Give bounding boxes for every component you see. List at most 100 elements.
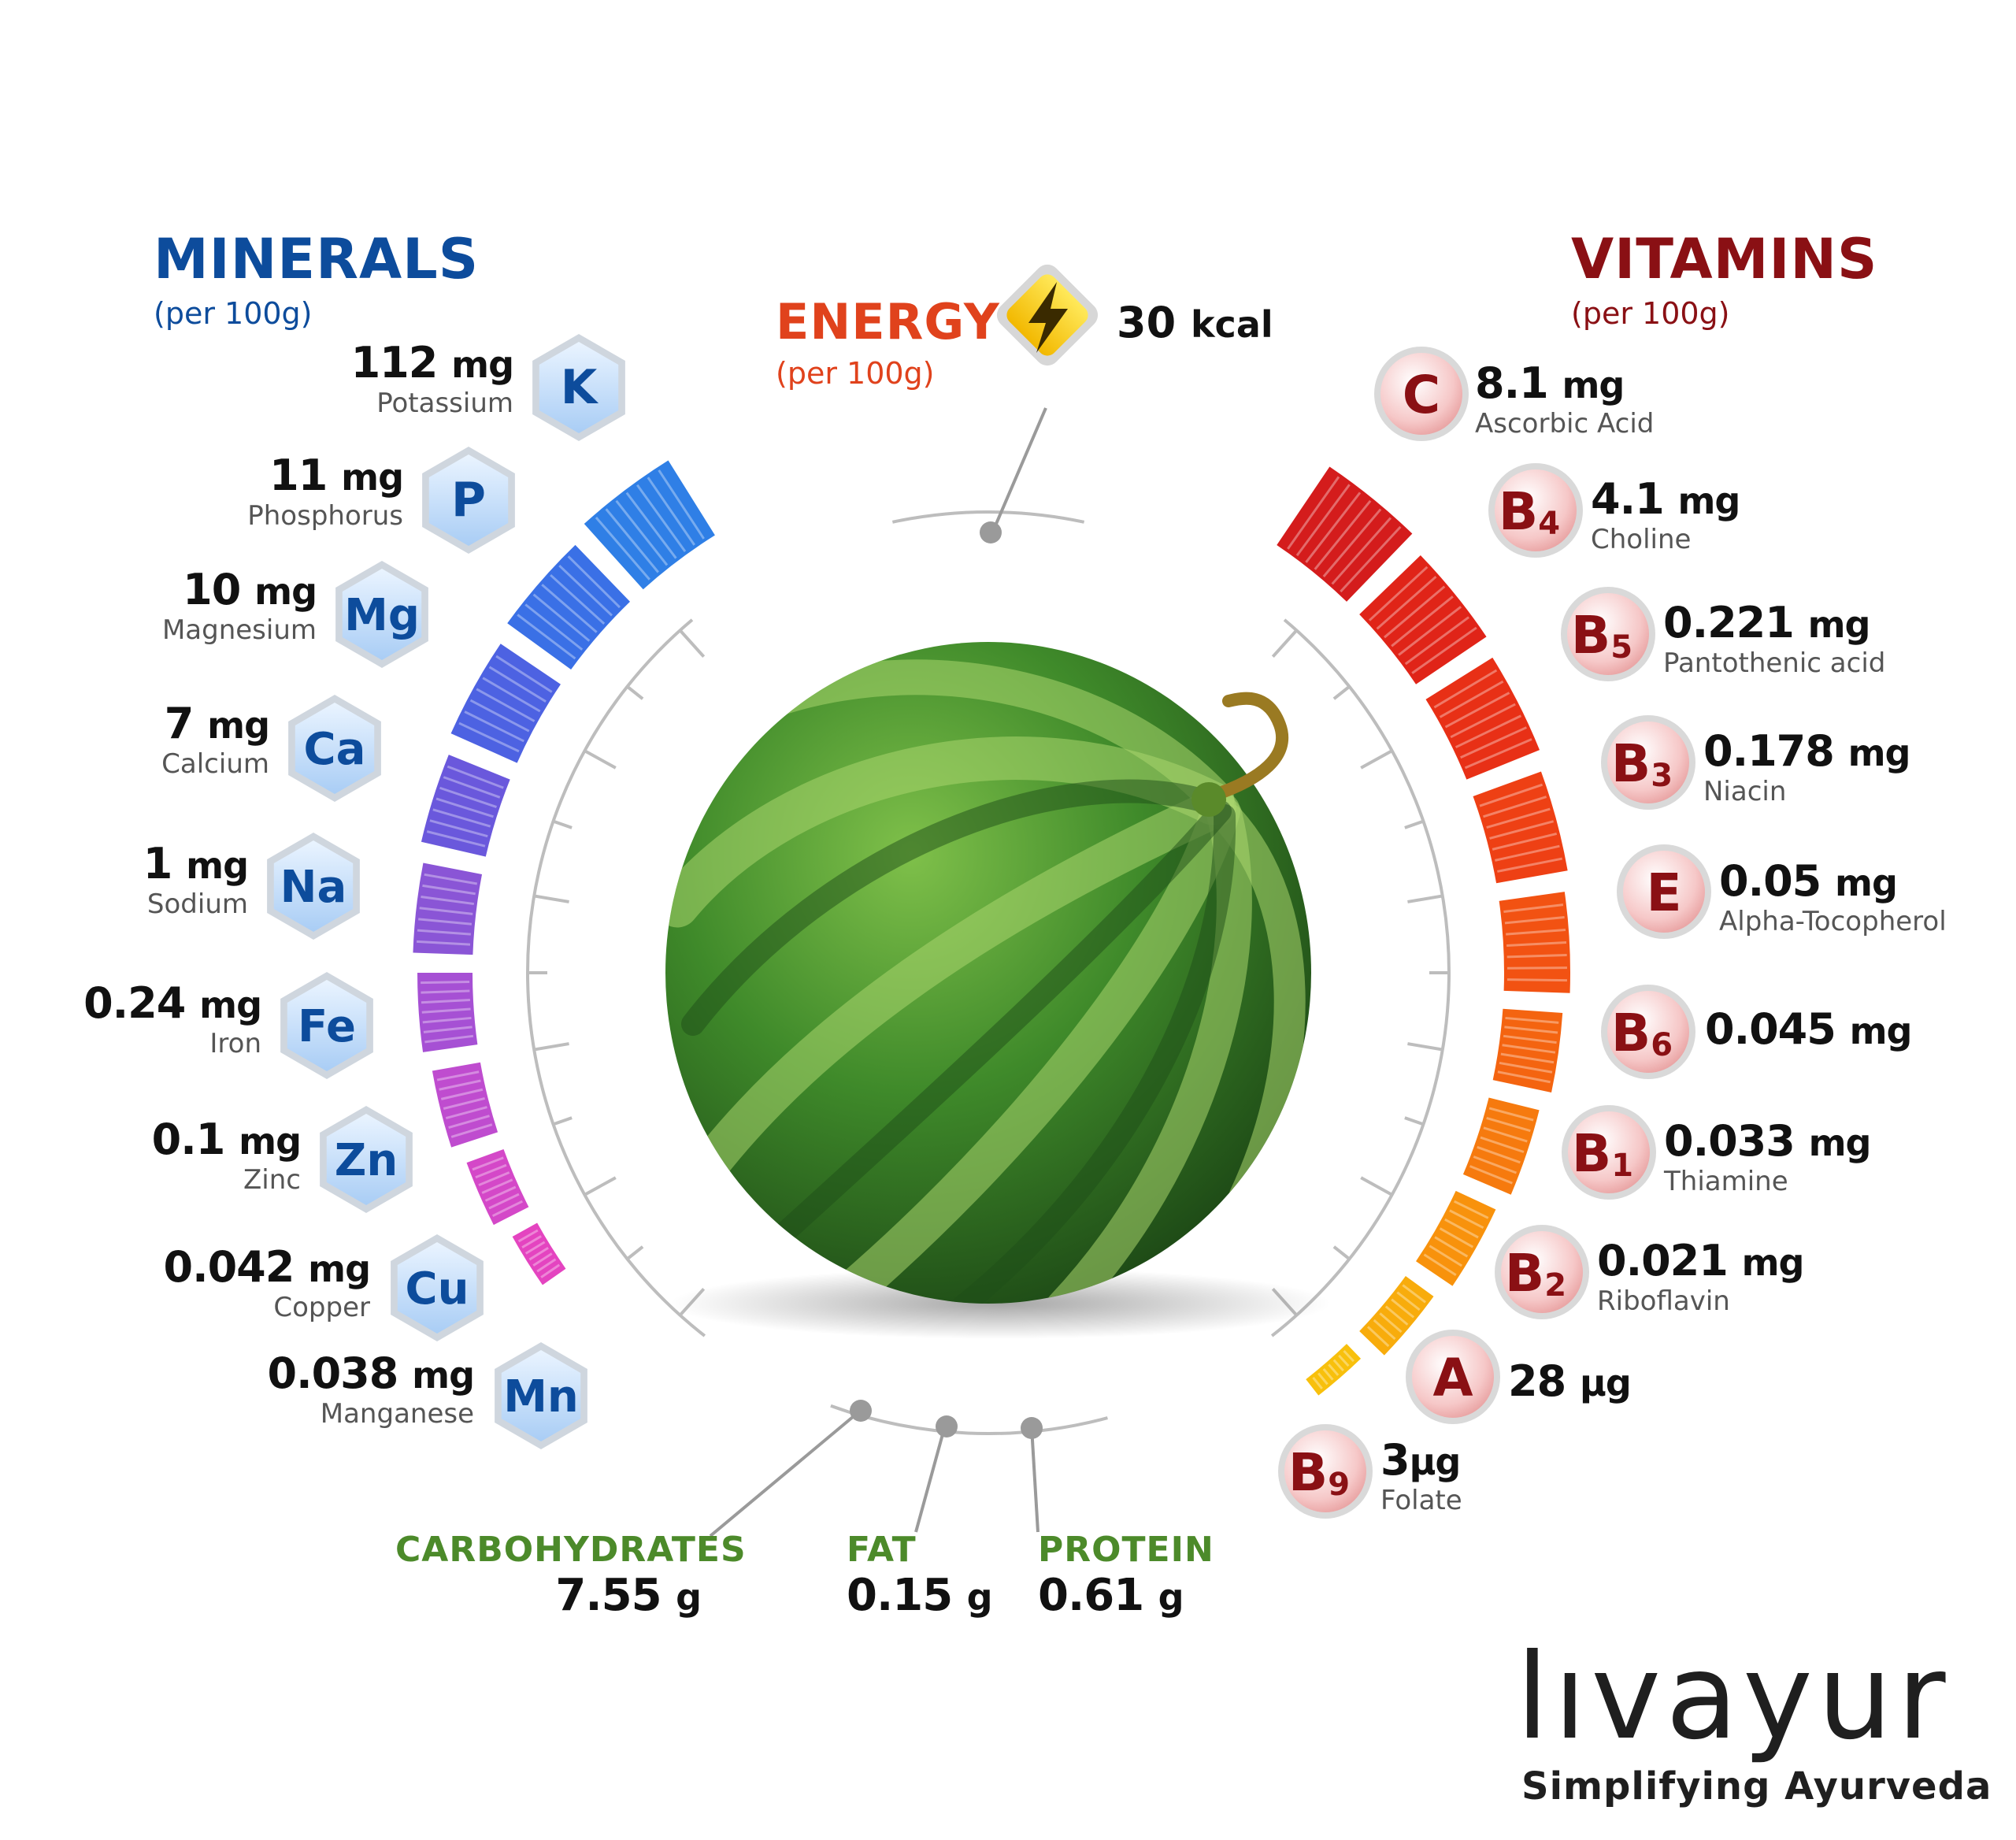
bar-stripe bbox=[1480, 1136, 1525, 1153]
bar-stripe bbox=[1340, 525, 1402, 593]
mineral-bar-segment bbox=[584, 460, 715, 590]
mineral-unit: mg bbox=[341, 456, 404, 499]
mineral-name: Zinc bbox=[243, 1164, 301, 1196]
vitamin-name: Alpha-Tocopherol bbox=[1719, 906, 1947, 937]
mineral-bar-segment bbox=[417, 973, 478, 1052]
bar-stripe bbox=[1460, 726, 1528, 759]
mineral-amount: 11 bbox=[269, 451, 328, 500]
macro-unit: g bbox=[676, 1576, 702, 1619]
gauge-tick bbox=[533, 1042, 569, 1052]
minerals-subtitle: (per 100g) bbox=[154, 296, 313, 331]
macro-name: CARBOHYDRATES bbox=[395, 1530, 747, 1570]
mineral-bar-segment bbox=[432, 1062, 498, 1148]
mineral-amount: 10 bbox=[183, 565, 241, 614]
bar-stripe bbox=[439, 786, 497, 808]
mineral-amount: 0.042 bbox=[163, 1242, 295, 1292]
vitamin-bar-segment bbox=[1277, 466, 1413, 602]
vitamin-label-b4: 4.1 mg Choline bbox=[1591, 474, 1740, 556]
bar-stripe bbox=[1439, 680, 1504, 718]
vitamin-name: Folate bbox=[1380, 1485, 1462, 1516]
macro-protein: PROTEIN 0.61 g bbox=[1038, 1530, 1214, 1621]
energy-connector bbox=[980, 407, 1047, 543]
bar-stripe bbox=[567, 555, 621, 609]
mineral-bar-segment bbox=[466, 1149, 529, 1226]
vitamin-label-b3: 0.178 mg Niacin bbox=[1703, 726, 1911, 808]
mineral-name: Manganese bbox=[320, 1398, 474, 1430]
bar-stripe bbox=[436, 1070, 480, 1081]
mineral-label-copper: 0.042 mg Copper bbox=[163, 1242, 371, 1324]
bar-stripe bbox=[1497, 857, 1563, 873]
bar-stripe bbox=[1423, 1253, 1457, 1277]
bar-stripe bbox=[478, 1171, 510, 1187]
macro-unit: g bbox=[966, 1576, 993, 1619]
vitamin-label-b1: 0.033 mg Thiamine bbox=[1664, 1118, 1871, 1198]
circle-badge-icon: B1 bbox=[1562, 1105, 1656, 1200]
vitamin-subscript: 3 bbox=[1651, 758, 1673, 794]
gauge-tick bbox=[1404, 819, 1425, 829]
bar-stripe bbox=[472, 1156, 504, 1171]
bar-stripe bbox=[440, 1088, 484, 1100]
bar-stripe bbox=[658, 469, 705, 540]
bar-stripe bbox=[1322, 508, 1382, 577]
energy-subtitle: (per 100g) bbox=[776, 356, 935, 391]
mineral-unit: mg bbox=[186, 844, 249, 887]
macro-value: 7.55 bbox=[555, 1570, 662, 1621]
bar-stripe bbox=[524, 1241, 546, 1255]
bar-stripe bbox=[1500, 1052, 1555, 1064]
bar-stripe bbox=[595, 516, 650, 581]
bar-stripe bbox=[1444, 692, 1510, 729]
bar-stripe bbox=[1287, 476, 1340, 550]
gauge-tick bbox=[1407, 894, 1443, 903]
vitamin-amount: 28 bbox=[1508, 1356, 1566, 1406]
mineral-symbol: Zn bbox=[335, 1135, 398, 1186]
bar-stripe bbox=[1449, 1209, 1484, 1230]
mineral-amount: 0.038 bbox=[267, 1348, 399, 1398]
gauge-tick bbox=[626, 685, 644, 700]
bar-stripe bbox=[1384, 1305, 1409, 1326]
bar-stripe bbox=[1429, 1245, 1462, 1267]
vitamin-amount: 4.1 bbox=[1591, 474, 1665, 524]
vitamin-amount: 0.045 bbox=[1705, 1004, 1836, 1054]
gauge-tick bbox=[552, 819, 573, 829]
bar-stripe bbox=[482, 677, 541, 713]
circle-badge-icon: B6 bbox=[1601, 985, 1695, 1079]
bar-stripe bbox=[1486, 807, 1551, 829]
mineral-unit: mg bbox=[451, 343, 514, 386]
mineral-symbol: Mn bbox=[503, 1371, 579, 1423]
bar-stripe bbox=[647, 477, 695, 546]
mineral-symbol: Fe bbox=[298, 1001, 356, 1052]
vitamin-letter: B5 bbox=[1571, 605, 1632, 666]
vitamin-unit: mg bbox=[1847, 732, 1911, 774]
hexagon-badge-icon: P bbox=[422, 447, 515, 554]
bar-stripe bbox=[1450, 703, 1516, 739]
macro-connectors bbox=[709, 1400, 1043, 1538]
vitamin-bar-segment bbox=[1306, 1344, 1362, 1396]
vitamin-subscript: 1 bbox=[1611, 1148, 1633, 1184]
mineral-amount: 7 bbox=[164, 699, 195, 748]
circle-badge-icon: A bbox=[1406, 1330, 1500, 1424]
bar-stripe bbox=[528, 1246, 549, 1261]
vitamin-bar-segment bbox=[1359, 1275, 1434, 1356]
mineral-symbol: Na bbox=[280, 862, 347, 913]
hexagon-badge-icon: Mg bbox=[335, 561, 428, 668]
mineral-unit: mg bbox=[254, 570, 317, 613]
mineral-name: Phosphorus bbox=[247, 500, 403, 532]
vitamin-amount: 0.021 bbox=[1597, 1236, 1729, 1285]
bar-stripe bbox=[448, 1115, 490, 1129]
vitamin-label-c: 8.1 mg Ascorbic Acid bbox=[1475, 361, 1654, 440]
vitamin-name: Niacin bbox=[1703, 776, 1787, 807]
bar-stripe bbox=[1376, 575, 1437, 630]
bar-stripe bbox=[532, 1252, 553, 1267]
bar-stripe bbox=[1499, 1061, 1553, 1074]
bar-stripe bbox=[435, 797, 494, 818]
inner-gauge-arc-right bbox=[1270, 618, 1451, 1337]
bar-stripe bbox=[1312, 1377, 1323, 1389]
bar-stripe bbox=[481, 1178, 513, 1194]
bar-stripe bbox=[447, 765, 504, 789]
vitamin-amount: 0.178 bbox=[1703, 726, 1835, 776]
bar-stripe bbox=[1317, 1372, 1329, 1386]
vitamin-unit: mg bbox=[1807, 603, 1871, 646]
macro-fat: FAT 0.15 g bbox=[847, 1530, 993, 1621]
vitamin-subscript: 4 bbox=[1538, 506, 1560, 542]
mineral-unit: mg bbox=[239, 1120, 302, 1163]
